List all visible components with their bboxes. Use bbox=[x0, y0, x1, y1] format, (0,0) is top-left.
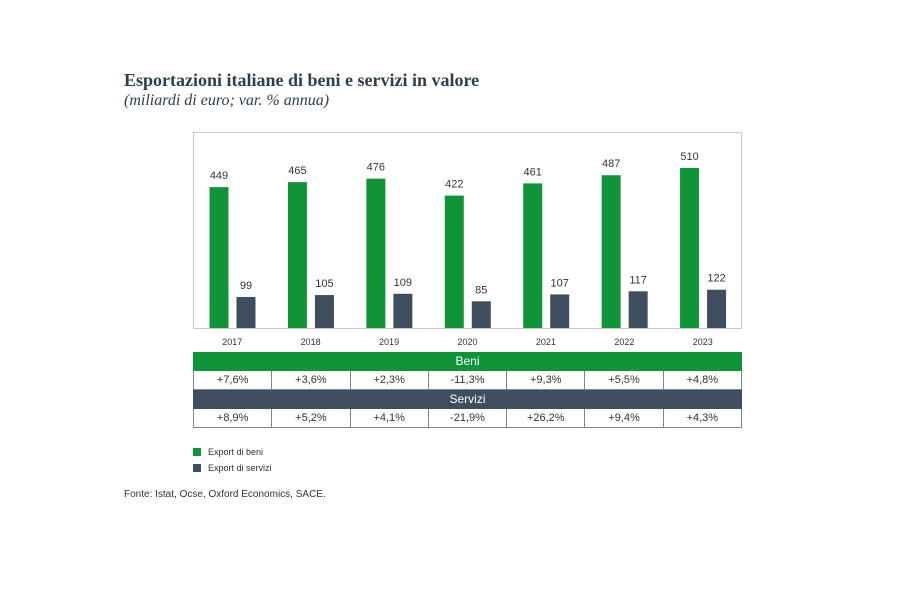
bar-beni bbox=[601, 175, 621, 328]
beni-change-cell: +3,6% bbox=[272, 371, 351, 390]
data-label-servizi: 85 bbox=[475, 284, 487, 296]
x-tick-label: 2017 bbox=[222, 337, 242, 347]
legend-item-beni: Export di beni bbox=[193, 444, 272, 460]
x-tick-label: 2020 bbox=[457, 337, 477, 347]
bar-servizi bbox=[628, 291, 648, 328]
servizi-change-cell: +4,3% bbox=[663, 409, 742, 428]
servizi-row: +8,9% +5,2% +4,1% -21,9% +26,2% +9,4% +4… bbox=[193, 409, 742, 428]
bar-servizi bbox=[707, 289, 727, 328]
data-label-servizi: 122 bbox=[707, 273, 725, 285]
change-table: Beni +7,6% +3,6% +2,3% -11,3% +9,3% +5,5… bbox=[193, 352, 742, 428]
beni-header: Beni bbox=[193, 352, 742, 371]
legend-item-servizi: Export di servizi bbox=[193, 460, 272, 476]
bar-servizi bbox=[393, 293, 413, 328]
beni-change-cell: +4,8% bbox=[663, 371, 742, 390]
bar-beni bbox=[287, 182, 307, 328]
servizi-change-cell: +9,4% bbox=[585, 409, 664, 428]
x-tick-label: 2018 bbox=[301, 337, 321, 347]
x-tick-label: 2021 bbox=[536, 337, 556, 347]
servizi-change-cell: -21,9% bbox=[428, 409, 508, 428]
chart-title: Esportazioni italiane di beni e servizi … bbox=[124, 70, 480, 90]
data-label-beni: 449 bbox=[210, 170, 228, 182]
data-label-servizi: 105 bbox=[315, 278, 333, 290]
plot-area: 449 99 2017 465 105 2018 476 109 2019 422 85 2020 46… bbox=[193, 132, 742, 350]
bar-beni bbox=[209, 187, 229, 328]
servizi-change-cell: +5,2% bbox=[272, 409, 351, 428]
servizi-change-cell: +4,1% bbox=[350, 409, 429, 428]
data-label-servizi: 117 bbox=[629, 274, 647, 286]
bar-servizi bbox=[314, 295, 334, 328]
x-tick-label: 2019 bbox=[379, 337, 399, 347]
source-note: Fonte: Istat, Ocse, Oxford Economics, SA… bbox=[124, 489, 326, 500]
beni-change-cell: +9,3% bbox=[507, 371, 586, 390]
data-label-servizi: 107 bbox=[551, 277, 569, 289]
beni-change-cell: -11,3% bbox=[428, 371, 508, 390]
beni-change-cell: +5,5% bbox=[585, 371, 664, 390]
plot-frame bbox=[193, 132, 742, 329]
data-label-beni: 461 bbox=[524, 166, 542, 178]
data-label-beni: 476 bbox=[367, 162, 385, 174]
bar-servizi bbox=[550, 294, 570, 328]
bar-servizi bbox=[471, 301, 491, 328]
servizi-change-cell: +8,9% bbox=[194, 409, 273, 428]
legend: Export di beni Export di servizi bbox=[193, 444, 272, 476]
data-label-beni: 487 bbox=[602, 158, 620, 170]
legend-swatch-servizi bbox=[193, 464, 201, 472]
bar-chart: 449 99 2017 465 105 2018 476 109 2019 422 85 2020 46… bbox=[193, 132, 742, 347]
data-label-servizi: 109 bbox=[394, 277, 412, 289]
bar-beni bbox=[680, 168, 700, 328]
data-label-beni: 422 bbox=[445, 179, 463, 191]
servizi-change-cell: +26,2% bbox=[507, 409, 586, 428]
legend-label-beni: Export di beni bbox=[208, 447, 264, 457]
data-label-beni: 510 bbox=[680, 151, 698, 163]
bar-beni bbox=[523, 183, 543, 328]
bar-servizi bbox=[236, 296, 256, 328]
legend-label-servizi: Export di servizi bbox=[208, 463, 272, 473]
legend-swatch-beni bbox=[193, 448, 201, 456]
beni-change-cell: +7,6% bbox=[194, 371, 273, 390]
x-tick-label: 2022 bbox=[614, 337, 634, 347]
x-tick-label: 2023 bbox=[693, 337, 713, 347]
data-label-servizi: 99 bbox=[240, 280, 252, 292]
data-label-beni: 465 bbox=[288, 165, 306, 177]
bar-beni bbox=[444, 195, 464, 328]
bar-beni bbox=[366, 178, 386, 328]
beni-row: +7,6% +3,6% +2,3% -11,3% +9,3% +5,5% +4,… bbox=[193, 371, 742, 390]
servizi-header: Servizi bbox=[193, 390, 742, 409]
beni-change-cell: +2,3% bbox=[350, 371, 429, 390]
chart-subtitle: (miliardi di euro; var. % annua) bbox=[124, 92, 330, 109]
